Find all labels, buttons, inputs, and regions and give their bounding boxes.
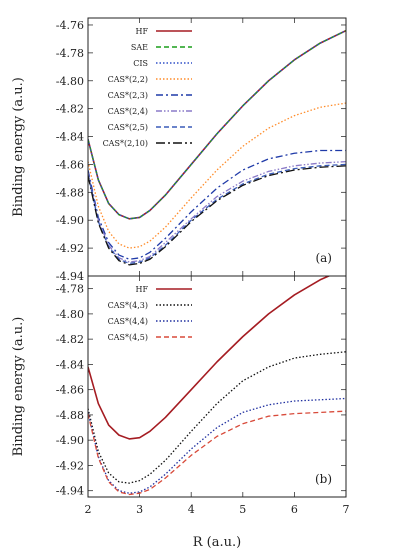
legend-label: CAS*(2,4) <box>108 107 148 116</box>
y-tick-label: -4.92 <box>56 242 84 255</box>
series-line-cas-2-4- <box>88 160 346 263</box>
series-line-cas-4-3- <box>88 351 346 484</box>
y-tick-label: -4.80 <box>56 308 84 321</box>
y-tick-label: -4.86 <box>56 158 84 171</box>
x-tick-label: 4 <box>188 503 195 516</box>
y-tick-label: -4.82 <box>56 103 84 116</box>
y-tick-label: -4.82 <box>56 333 84 346</box>
legend-label: CAS*(4,5) <box>108 333 148 342</box>
panel-label: (a) <box>315 251 332 265</box>
series-line-hf <box>88 276 331 440</box>
y-tick-label: -4.84 <box>56 358 84 371</box>
legend-label: HF <box>135 285 148 294</box>
y-tick-label: -4.84 <box>56 131 84 144</box>
y-axis-label: Binding energy (a.u.) <box>11 77 26 217</box>
series-line-cas-2-2- <box>88 102 346 249</box>
y-tick-label: -4.80 <box>56 75 84 88</box>
y-tick-label: -4.92 <box>56 459 84 472</box>
legend-label: CAS*(2,5) <box>108 123 148 132</box>
y-tick-label: -4.78 <box>56 47 84 60</box>
y-tick-label: -4.88 <box>56 409 84 422</box>
legend-label: CAS*(4,4) <box>108 317 148 326</box>
y-tick-label: -4.86 <box>56 384 84 397</box>
y-tick-label: -4.94 <box>56 485 84 498</box>
legend-label: CAS*(2,2) <box>108 75 148 84</box>
series-group <box>88 276 346 496</box>
x-tick-label: 7 <box>343 503 350 516</box>
x-tick-label: 5 <box>239 503 246 516</box>
x-axis-label: R (a.u.) <box>193 535 241 550</box>
legend-label: CAS*(2,10) <box>103 139 148 148</box>
panel-a: -4.76 -4.78 -4.80 -4.82 -4.84 -4.86 -4.88 -4.90… <box>11 17 347 283</box>
y-tick-label: -4.90 <box>56 434 84 447</box>
panel-label: (b) <box>315 472 332 486</box>
legend-label: CIS <box>133 59 148 68</box>
legend-label: SAE <box>131 43 148 52</box>
y-tick-label: -4.78 <box>56 283 84 296</box>
y-axis-label: Binding energy (a.u.) <box>11 317 26 457</box>
x-tick-label: 3 <box>136 503 143 516</box>
series-line-sae <box>88 29 346 220</box>
plot-frame <box>87 275 347 498</box>
series-line-cas-4-5- <box>88 410 346 496</box>
series-group <box>88 29 346 266</box>
x-tick-label: 2 <box>85 503 92 516</box>
y-tick-label: -4.88 <box>56 186 84 199</box>
legend-label: HF <box>135 27 148 36</box>
series-line-cas-2-10- <box>88 165 346 266</box>
legend-label: CAS*(4,3) <box>108 301 148 310</box>
legend-label: CAS*(2,3) <box>108 91 148 100</box>
series-line-cas-2-5- <box>88 163 346 265</box>
y-tick-label: -4.90 <box>56 214 84 227</box>
y-tick-label: -4.94 <box>56 270 84 283</box>
x-tick-label: 6 <box>291 503 298 516</box>
series-line-cas-2-3- <box>88 149 346 260</box>
y-tick-label: -4.76 <box>56 19 84 32</box>
panel-b: -4.78 -4.80 -4.82 -4.84 -4.86 -4.88 -4.90 -4.92… <box>11 275 350 516</box>
